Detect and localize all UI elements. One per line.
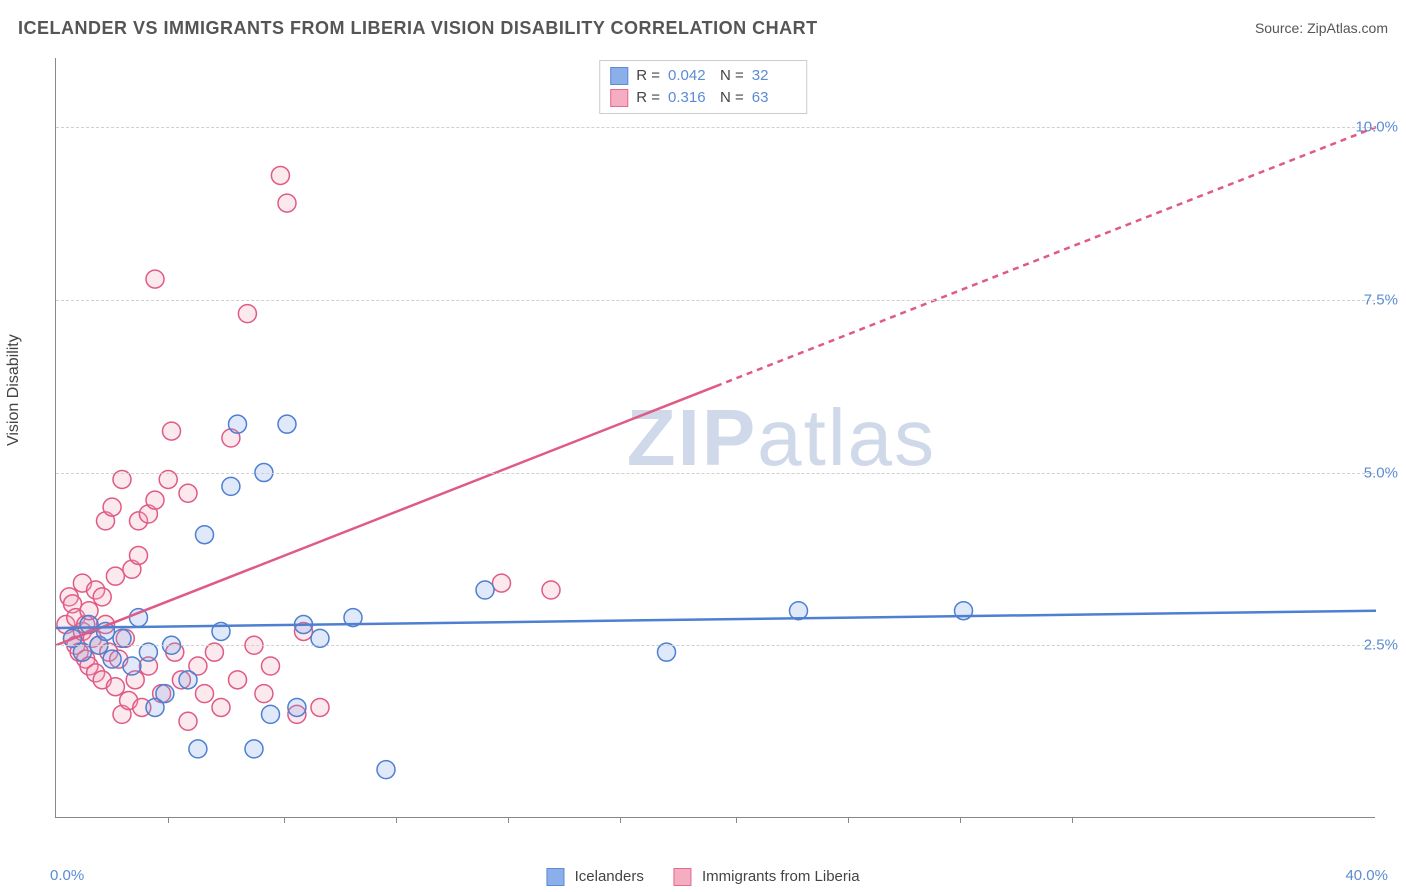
chart-title: ICELANDER VS IMMIGRANTS FROM LIBERIA VIS… [18,18,818,39]
data-point [278,194,296,212]
data-point [196,685,214,703]
n-label: N = [720,87,744,109]
x-tick [508,817,509,823]
y-tick-label: 2.5% [1364,637,1398,654]
data-point [238,305,256,323]
stats-row-liberia: R = 0.316 N = 63 [610,87,796,109]
n-value-icelanders: 32 [752,65,796,87]
r-value-liberia: 0.316 [668,87,712,109]
data-point [262,705,280,723]
x-tick [168,817,169,823]
data-point [229,671,247,689]
y-tick-label: 7.5% [1364,291,1398,308]
data-point [262,657,280,675]
data-point [377,761,395,779]
x-tick [1072,817,1073,823]
x-tick [620,817,621,823]
grid-line [56,127,1375,128]
stats-box: R = 0.042 N = 32 R = 0.316 N = 63 [599,60,807,114]
data-point [542,581,560,599]
data-point [476,581,494,599]
data-point [146,491,164,509]
swatch-liberia-icon [610,89,628,107]
data-point [245,740,263,758]
data-point [288,698,306,716]
data-point [189,740,207,758]
r-label: R = [636,65,660,87]
data-point [196,526,214,544]
r-label: R = [636,87,660,109]
data-point [93,588,111,606]
x-tick [284,817,285,823]
data-point [179,484,197,502]
data-point [106,678,124,696]
stats-row-icelanders: R = 0.042 N = 32 [610,65,796,87]
swatch-icelanders-icon [546,868,564,886]
legend-label-icelanders: Icelanders [575,868,644,885]
scatter-plot-svg [56,58,1375,817]
data-point [222,477,240,495]
data-point [123,657,141,675]
x-tick [848,817,849,823]
data-point [179,712,197,730]
x-axis-max-label: 40.0% [1345,867,1388,884]
data-point [255,685,273,703]
x-axis-min-label: 0.0% [50,867,84,884]
swatch-liberia-icon [674,868,692,886]
n-value-liberia: 63 [752,87,796,109]
data-point [163,422,181,440]
y-tick-label: 5.0% [1364,464,1398,481]
data-point [311,698,329,716]
data-point [229,415,247,433]
data-point [103,498,121,516]
grid-line [56,300,1375,301]
n-label: N = [720,65,744,87]
data-point [130,546,148,564]
swatch-icelanders-icon [610,67,628,85]
data-point [146,270,164,288]
y-tick-label: 10.0% [1355,119,1398,136]
legend: Icelanders Immigrants from Liberia [546,868,859,886]
grid-line [56,473,1375,474]
data-point [106,567,124,585]
data-point [271,166,289,184]
data-point [212,698,230,716]
regression-line [56,611,1376,628]
legend-item-icelanders: Icelanders [546,868,643,886]
data-point [156,685,174,703]
regression-line [716,127,1376,386]
chart-area: ZIPatlas [55,58,1375,818]
grid-line [56,645,1375,646]
source-label: Source: ZipAtlas.com [1255,20,1388,36]
legend-label-liberia: Immigrants from Liberia [702,868,860,885]
x-tick [736,817,737,823]
y-axis-label: Vision Disability [5,334,23,446]
data-point [493,574,511,592]
x-tick [960,817,961,823]
data-point [278,415,296,433]
x-tick [396,817,397,823]
r-value-icelanders: 0.042 [668,65,712,87]
data-point [103,650,121,668]
data-point [179,671,197,689]
legend-item-liberia: Immigrants from Liberia [674,868,860,886]
